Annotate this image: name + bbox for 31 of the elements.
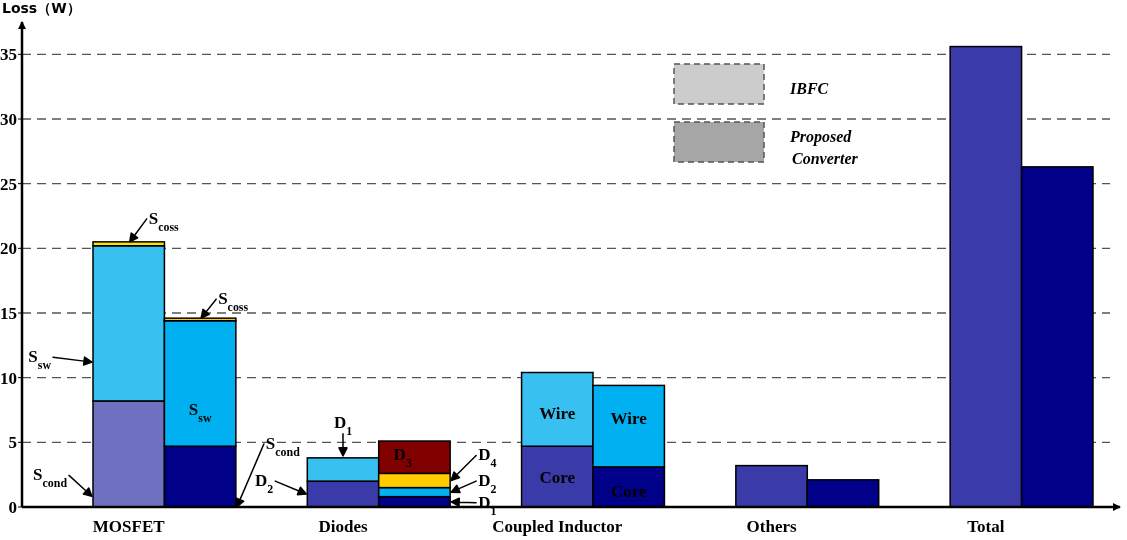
y-tick-label: 15 [0, 304, 17, 323]
y-tick-label: 5 [8, 433, 17, 453]
annotation: D$_{2}$ [478, 471, 497, 497]
annotation: Core [539, 467, 576, 487]
y-tick-label: 30 [0, 110, 17, 129]
annotation: D$_{3}$ [393, 444, 412, 470]
y-tick-label: 25 [0, 174, 17, 194]
text: S$_{sw}$ [28, 347, 52, 373]
x-tick-label: Others [746, 517, 797, 536]
annotation: S$_{coss}$ [148, 208, 180, 234]
x-tick-label: MOSFET [92, 517, 166, 536]
annotation: S$_{coss}$ [218, 289, 249, 315]
x-tick-label: Total [967, 517, 1005, 536]
y-tick-label: 20 [0, 239, 17, 259]
y-tick-label: 0 [8, 498, 17, 517]
annotation: Wire [539, 404, 576, 424]
annotation: Wire [610, 409, 648, 429]
annotation: S$_{cond}$ [265, 434, 301, 459]
text: S$_{cond}$ [33, 465, 68, 491]
annotation: D$_{4}$ [478, 445, 497, 471]
x-tick-label: Coupled Inductor [492, 517, 623, 536]
annotation: IBFC [789, 80, 829, 97]
y-tick-label: 10 [0, 368, 17, 388]
annotation: D$_{2}$ [255, 471, 274, 497]
y-axis-title: Loss（W） [2, 0, 81, 16]
x-tick-label: Diodes [318, 517, 368, 536]
annotation: Core [610, 481, 647, 501]
annotation: S$_{sw}$ [188, 399, 212, 425]
annotation: D$_{1}$ [333, 412, 353, 438]
annotation: Proposed Converter [789, 128, 859, 167]
y-tick-label: 35 [0, 45, 17, 65]
